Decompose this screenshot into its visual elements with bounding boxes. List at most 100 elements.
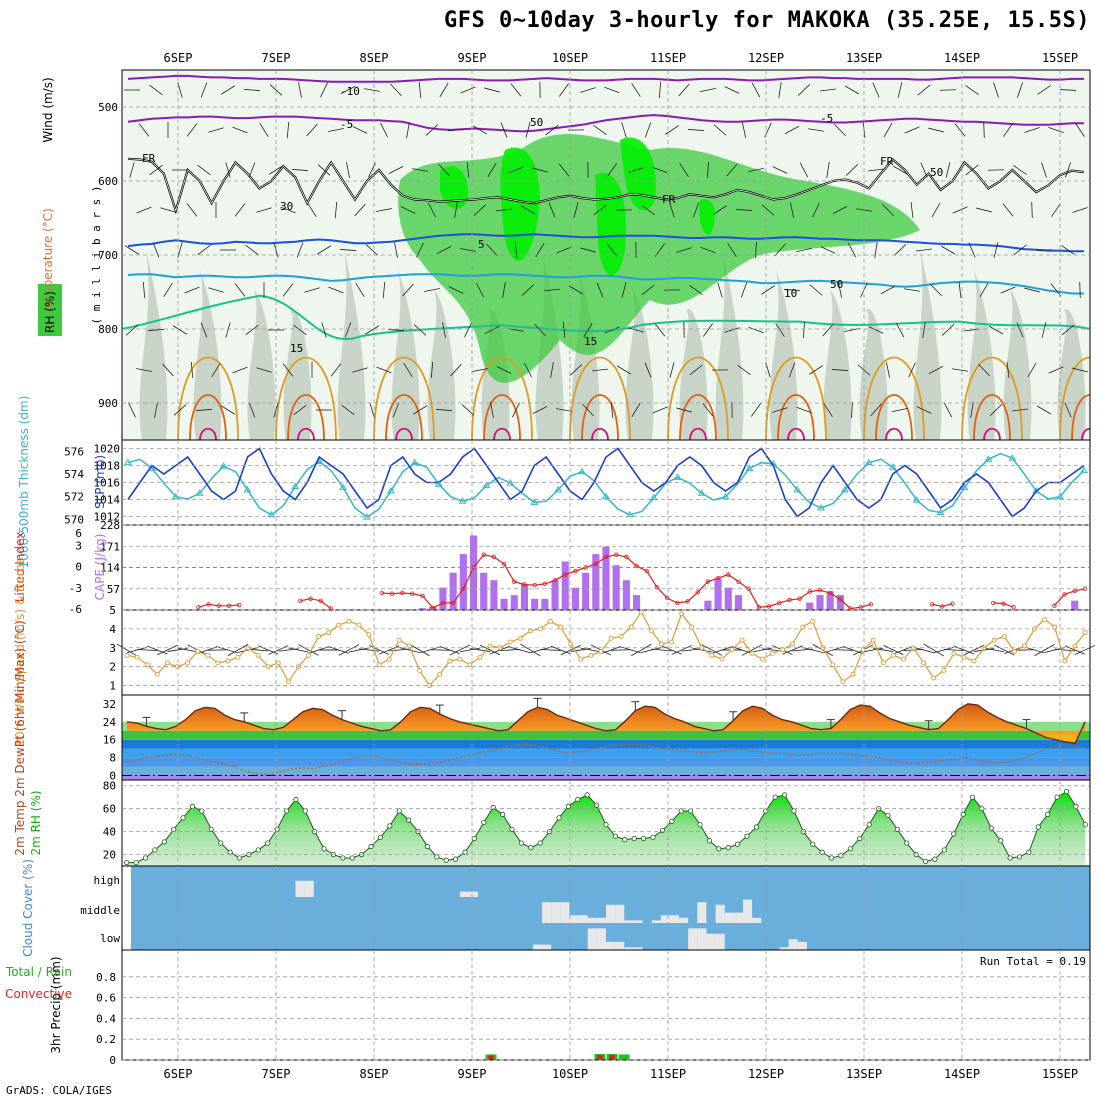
rh-point	[669, 818, 675, 824]
wind-barb	[831, 369, 849, 371]
contour-label: FR	[880, 155, 894, 168]
cape-bar	[592, 554, 600, 610]
isotherm-5	[127, 233, 1084, 253]
cloud-middle-bar	[633, 920, 643, 923]
rh-point	[368, 843, 374, 850]
temp-tick-label: 16	[103, 734, 116, 747]
lifted-index-point	[389, 591, 395, 596]
wind-barb	[1048, 366, 1064, 374]
rh-point	[716, 846, 722, 852]
wind-barb	[197, 244, 211, 256]
wind-barb	[1036, 405, 1052, 415]
wind-barb	[928, 127, 944, 133]
lifted-index-point	[1001, 601, 1006, 606]
wind-speed-point	[386, 656, 392, 662]
axis-label-rh: RH (%)	[43, 291, 57, 333]
wind-speed-point	[467, 662, 473, 668]
lifted-index-line	[198, 554, 1086, 610]
cloud-low-bar	[596, 928, 606, 950]
lifted-index-point	[858, 604, 863, 610]
date-label-top: 9SEP	[458, 51, 487, 65]
date-label-bottom: 7SEP	[262, 1067, 291, 1081]
wind-barb	[943, 402, 953, 418]
wind-barb	[908, 362, 916, 378]
lifted-index-point	[420, 593, 425, 599]
lifted-index-point	[777, 600, 782, 606]
precip-tick-label: 0.6	[96, 992, 116, 1005]
wind-barb	[740, 282, 748, 298]
wind-barb	[1035, 249, 1053, 251]
contour-label: -10	[340, 85, 360, 98]
wind-barb	[558, 83, 570, 97]
wind-barb	[987, 169, 1005, 171]
wind-barb	[834, 123, 846, 137]
wind-barb	[425, 124, 439, 136]
wind-barb	[1075, 123, 1085, 137]
rh-point	[828, 855, 835, 861]
dewpoint-line	[126, 743, 1086, 776]
precip-tick-label: 0.2	[96, 1033, 116, 1046]
wind-barb	[245, 324, 259, 336]
thickness-point	[841, 485, 849, 493]
wind-barb	[1013, 244, 1027, 256]
rh-point	[1063, 788, 1070, 795]
cloud-low-bar	[697, 928, 707, 950]
wind-barb	[788, 362, 796, 378]
rh-point	[1073, 803, 1079, 809]
cape-bar	[836, 595, 844, 610]
cloud-high-bar	[459, 891, 470, 897]
wind-barb	[1003, 123, 1013, 137]
cape-bar	[500, 598, 508, 610]
lifted-index-point	[675, 600, 680, 606]
wind-barb	[606, 163, 618, 177]
rh-point	[584, 792, 590, 798]
wind-barb-10m	[358, 648, 380, 652]
wind-speed-point	[991, 637, 997, 643]
lifted-index-point	[450, 600, 456, 606]
axis-label-temp: 2m Temp 2m DewPt (6hr Min/Max) (°C)	[13, 620, 27, 855]
wind-barb	[368, 162, 376, 178]
lifted-index-point	[573, 568, 578, 574]
wind-barb	[532, 167, 548, 173]
lifted-index-point	[522, 582, 527, 587]
date-label-top: 6SEP	[164, 51, 193, 65]
cape-bar	[449, 572, 457, 610]
rh-shade-column	[1003, 290, 1032, 440]
wind-speed-point	[800, 624, 806, 630]
wind-barb	[436, 246, 452, 254]
rh-legend-swatch	[38, 284, 62, 336]
wind-barb-10m	[913, 646, 934, 654]
wind-barb	[448, 128, 464, 132]
wind-barb	[376, 208, 392, 212]
rh-point	[622, 837, 628, 843]
wind-barb	[524, 362, 532, 378]
slp-tick-label: 1020	[94, 443, 121, 456]
wind-barb	[208, 127, 224, 133]
wind-barb	[352, 367, 368, 373]
wind-barb	[989, 404, 1003, 416]
thickness-point	[888, 463, 897, 470]
cape-bar	[1071, 600, 1079, 610]
wind-speed-point	[548, 618, 553, 624]
wind-barb	[330, 363, 342, 377]
wind-barb	[211, 363, 221, 377]
cloud-middle-bar	[624, 920, 634, 923]
lifted-index-point	[624, 554, 629, 560]
wind-barb	[803, 321, 805, 339]
wind-barb	[232, 126, 248, 134]
wind-barb	[472, 125, 488, 135]
lifted-index-point	[552, 578, 558, 583]
wind-barb	[544, 288, 560, 292]
wind-speed-point	[618, 633, 624, 639]
wind-barb	[737, 364, 751, 376]
wind-barb-10m	[1034, 643, 1055, 657]
cloud-middle-bar	[569, 915, 579, 923]
rh-point	[932, 856, 938, 862]
wind-barb	[993, 242, 999, 258]
wind-barb	[799, 162, 809, 178]
rh-point	[904, 840, 910, 846]
wind-barb	[868, 326, 884, 334]
lifted-index-point	[766, 604, 772, 609]
wind-barb	[365, 244, 379, 256]
cape-bar	[419, 608, 427, 610]
